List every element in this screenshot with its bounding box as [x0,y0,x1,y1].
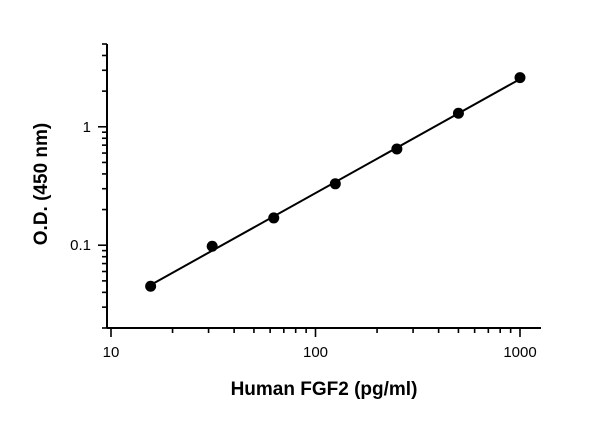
y-tick-label: 1 [83,119,91,136]
x-tick-label: 10 [103,344,120,361]
y-axis-label: O.D. (450 nm) [31,123,52,245]
x-axis-label: Human FGF2 (pg/ml) [231,379,418,400]
data-point [391,143,403,155]
data-points [145,72,526,292]
data-point [206,240,218,252]
y-tick-label: 0.1 [70,237,91,254]
data-point [514,72,526,84]
x-tick-label: 1000 [503,344,536,361]
data-point [268,212,280,224]
axes [98,43,541,337]
data-point [329,178,341,190]
data-point [452,107,464,119]
tick-labels: 10 100 1000 0.1 1 [70,119,537,361]
x-tick-label: 100 [303,344,328,361]
data-point [145,280,157,292]
